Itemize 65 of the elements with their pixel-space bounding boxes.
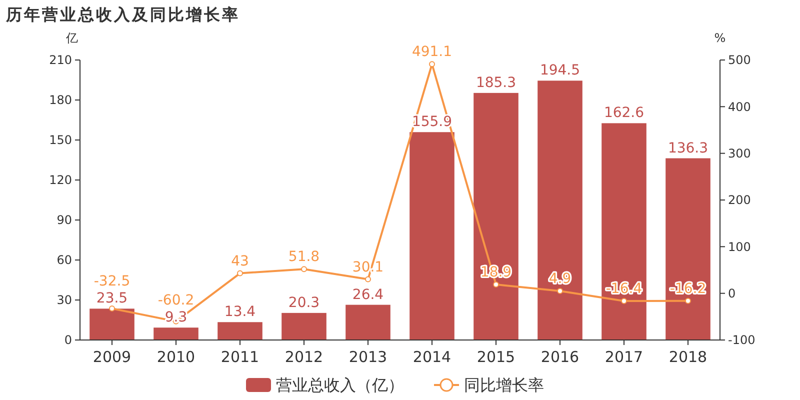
bar	[346, 304, 390, 340]
data-label: 194.5	[540, 62, 580, 79]
data-label: 13.4	[224, 304, 256, 320]
bar	[538, 80, 582, 340]
chart-title: 历年营业总收入及同比增长率	[5, 5, 240, 24]
x-tick-label: 2009	[92, 348, 132, 366]
x-tick-label: 2018	[668, 348, 708, 366]
y2-tick-label: 0	[728, 286, 736, 301]
y2-axis-title: %	[714, 31, 726, 45]
legend-label: 同比增长率	[464, 376, 544, 395]
legend-label: 营业总收入（亿）	[276, 376, 404, 395]
x-tick-label: 2013	[348, 348, 388, 366]
data-label: -16.4	[606, 280, 642, 297]
y2-tick-label: -100	[728, 333, 756, 348]
y-tick-label: 180	[49, 93, 72, 108]
x-tick-label: 2014	[412, 348, 452, 366]
data-label: 491.1	[412, 44, 452, 60]
y-tick-label: 30	[56, 293, 72, 308]
point	[685, 298, 691, 304]
bar	[154, 328, 198, 340]
bar	[90, 308, 134, 340]
y2-tick-label: 500	[728, 53, 751, 68]
y2-tick-label: 100	[728, 240, 751, 254]
point	[109, 306, 115, 312]
x-tick-label: 2010	[156, 348, 196, 366]
y-tick-label: 120	[49, 173, 72, 188]
point	[365, 276, 371, 282]
y2-tick-label: 400	[728, 100, 751, 114]
point	[621, 298, 627, 304]
data-label: 26.4	[352, 286, 384, 303]
bar	[602, 123, 646, 340]
y-tick-label: 0	[64, 333, 72, 348]
data-label: 162.6	[604, 105, 644, 122]
data-label: -16.2	[670, 280, 706, 297]
bar	[282, 312, 326, 340]
point	[301, 266, 307, 272]
y-tick-label: 210	[49, 53, 72, 68]
point	[237, 270, 243, 276]
data-label: 185.3	[476, 74, 516, 91]
y-tick-label: 90	[56, 213, 72, 228]
point	[493, 282, 499, 288]
y2-tick-label: 300	[728, 146, 751, 161]
y-axis-title: 亿	[65, 31, 78, 45]
data-label: 20.3	[288, 294, 320, 311]
point	[557, 288, 563, 294]
bar	[474, 92, 518, 340]
x-tick-label: 2016	[540, 348, 580, 366]
bar	[666, 158, 710, 340]
x-tick-label: 2015	[476, 348, 516, 366]
point	[429, 61, 435, 68]
x-tick-label: 2012	[284, 348, 324, 366]
y-tick-label: 150	[49, 133, 72, 148]
x-tick-label: 2017	[604, 348, 644, 366]
y2-tick-label: 200	[728, 193, 751, 208]
bar	[410, 132, 454, 340]
data-label: 43	[231, 253, 249, 270]
data-label: 51.8	[288, 249, 320, 266]
data-label: 136.3	[668, 140, 708, 156]
data-label: -32.5	[94, 274, 130, 290]
y-tick-label: 60	[56, 253, 72, 268]
x-tick-label: 2011	[220, 348, 260, 366]
data-label: -60.2	[158, 292, 194, 309]
bar	[218, 322, 262, 340]
data-label: 4.9	[548, 271, 572, 288]
data-label: 23.5	[96, 290, 128, 307]
